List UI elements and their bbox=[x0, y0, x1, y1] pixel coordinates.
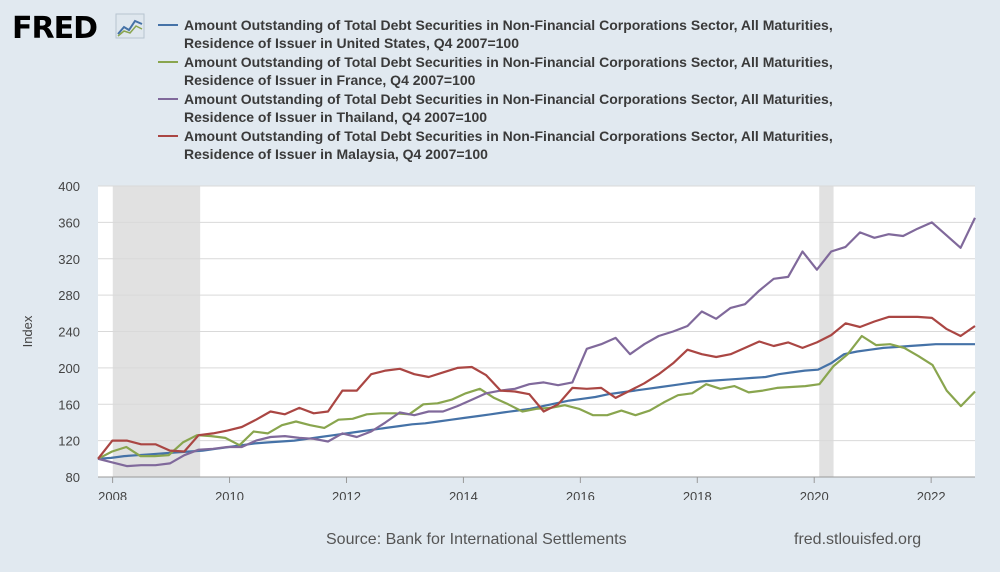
legend-label-malaysia: Amount Outstanding of Total Debt Securit… bbox=[184, 128, 833, 162]
y-tick-label: 400 bbox=[58, 179, 80, 194]
series-line-france[interactable] bbox=[97, 334, 976, 460]
fred-logo[interactable]: FRED bbox=[12, 8, 152, 46]
y-tick-label: 160 bbox=[58, 397, 80, 412]
fred-logo-text: FRED bbox=[12, 11, 97, 44]
legend-swatch-france bbox=[158, 61, 178, 63]
fred-logo-graphic: FRED bbox=[12, 11, 145, 46]
source-credit: Source: Bank for International Settlemen… bbox=[326, 531, 627, 548]
y-tick-label: 240 bbox=[58, 325, 80, 340]
y-tick-label: 320 bbox=[58, 252, 80, 267]
legend-item-thailand[interactable]: Amount Outstanding of Total Debt Securit… bbox=[158, 90, 978, 126]
legend-item-united-states[interactable]: Amount Outstanding of Total Debt Securit… bbox=[158, 16, 978, 52]
series-line-malaysia[interactable] bbox=[97, 315, 976, 460]
x-tick-label: 2020 bbox=[800, 489, 829, 500]
legend-label-united-states: Amount Outstanding of Total Debt Securit… bbox=[184, 17, 833, 51]
x-tick-label: 2014 bbox=[449, 489, 478, 500]
legend-swatch-malaysia bbox=[158, 135, 178, 137]
legend-label-france: Amount Outstanding of Total Debt Securit… bbox=[184, 54, 833, 88]
y-tick-label: 80 bbox=[66, 470, 80, 485]
y-tick-label: 360 bbox=[58, 215, 80, 230]
series-line-thailand[interactable] bbox=[97, 217, 976, 468]
line-chart-icon bbox=[115, 13, 145, 39]
chart-legend: Amount Outstanding of Total Debt Securit… bbox=[158, 16, 978, 164]
line-chart: 80 120 160 200 240 280 320 360 400 2008 2010 2012 20… bbox=[20, 179, 976, 500]
legend-swatch-united-states bbox=[158, 24, 178, 26]
fred-url[interactable]: fred.stlouisfed.org bbox=[794, 531, 922, 548]
legend-label-thailand: Amount Outstanding of Total Debt Securit… bbox=[184, 91, 833, 125]
x-tick-label: 2012 bbox=[332, 489, 361, 500]
x-tick-label: 2022 bbox=[917, 489, 946, 500]
legend-item-france[interactable]: Amount Outstanding of Total Debt Securit… bbox=[158, 53, 978, 89]
legend-item-malaysia[interactable]: Amount Outstanding of Total Debt Securit… bbox=[158, 127, 978, 163]
x-tick-label: 2016 bbox=[566, 489, 595, 500]
y-tick-label: 200 bbox=[58, 361, 80, 376]
x-tick-label: 2008 bbox=[98, 489, 127, 500]
y-tick-label: 280 bbox=[58, 288, 80, 303]
x-tick-label: 2018 bbox=[683, 489, 712, 500]
x-tick-label: 2010 bbox=[215, 489, 244, 500]
legend-swatch-thailand bbox=[158, 98, 178, 100]
y-axis-label: Index bbox=[20, 315, 35, 347]
y-tick-label: 120 bbox=[58, 434, 80, 449]
